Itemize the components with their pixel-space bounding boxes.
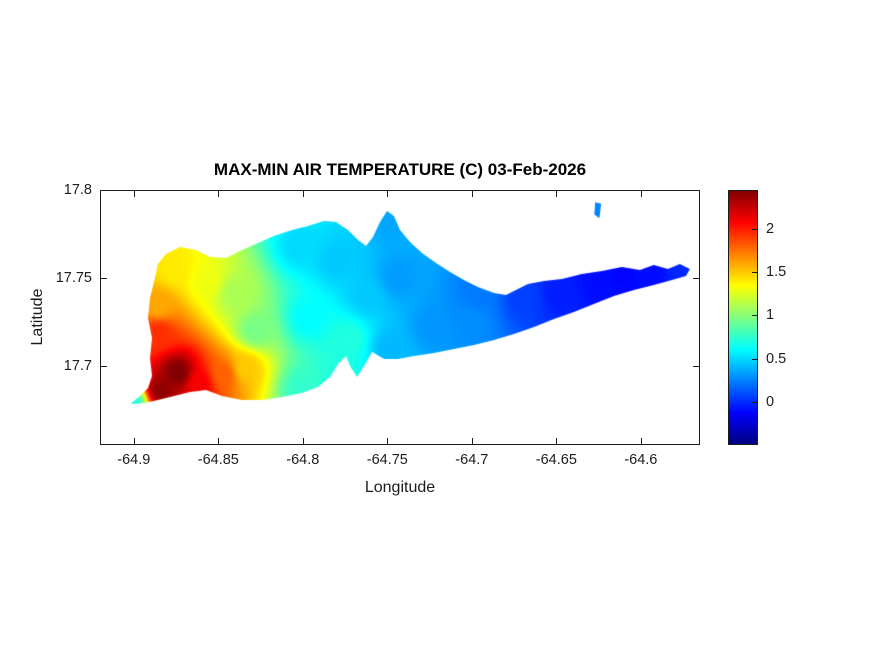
colorbar-tick-mark <box>752 315 757 317</box>
y-tick-mark <box>693 277 699 279</box>
x-tick-mark <box>556 438 558 444</box>
x-tick-mark <box>471 438 473 444</box>
y-axis-label: Latitude <box>29 288 46 346</box>
y-tick-label: 17.75 <box>55 269 92 286</box>
colorbar-tick-label: 1.5 <box>766 264 787 281</box>
x-tick-mark <box>387 438 389 444</box>
x-tick-label: -64.85 <box>197 452 239 468</box>
x-tick-mark <box>640 191 642 197</box>
x-tick-label: -64.7 <box>455 452 489 468</box>
x-tick-label: -64.65 <box>535 452 577 468</box>
plot-title: MAX-MIN AIR TEMPERATURE (C) 03-Feb-2026 <box>213 160 587 179</box>
y-tick-mark <box>693 190 699 191</box>
x-tick-label: -64.8 <box>286 452 320 468</box>
colorbar-tick-label: 2 <box>766 220 775 237</box>
x-tick-mark <box>640 438 642 444</box>
x-tick-mark <box>133 191 135 197</box>
colorbar-tick-mark <box>752 228 757 230</box>
colorbar-tick-mark <box>752 401 757 403</box>
x-tick-mark <box>133 438 135 444</box>
x-tick-label: -64.6 <box>624 452 658 468</box>
y-tick-mark <box>101 277 107 279</box>
colorbar-tick-label: 0 <box>766 393 775 410</box>
x-tick-mark <box>218 438 220 444</box>
y-tick-mark <box>101 365 107 367</box>
x-tick-mark <box>556 191 558 197</box>
x-tick-label: -64.9 <box>117 452 151 468</box>
x-tick-mark <box>218 191 220 197</box>
x-tick-mark <box>471 191 473 197</box>
x-tick-mark <box>302 438 304 444</box>
x-tick-mark <box>302 191 304 197</box>
y-tick-mark <box>693 365 699 367</box>
colorbar-tick-mark <box>752 358 757 360</box>
map-canvas <box>100 190 700 445</box>
x-axis-label: Longitude <box>364 479 436 496</box>
x-tick-label: -64.75 <box>366 452 408 468</box>
y-tick-label: 17.8 <box>63 182 92 198</box>
x-tick-mark <box>387 191 389 197</box>
colorbar-tick-label: 1 <box>766 307 775 324</box>
y-tick-mark <box>101 190 107 191</box>
colorbar-tick-mark <box>752 272 757 274</box>
y-tick-label: 17.7 <box>63 357 92 374</box>
colorbar-tick-label: 0.5 <box>766 350 787 367</box>
